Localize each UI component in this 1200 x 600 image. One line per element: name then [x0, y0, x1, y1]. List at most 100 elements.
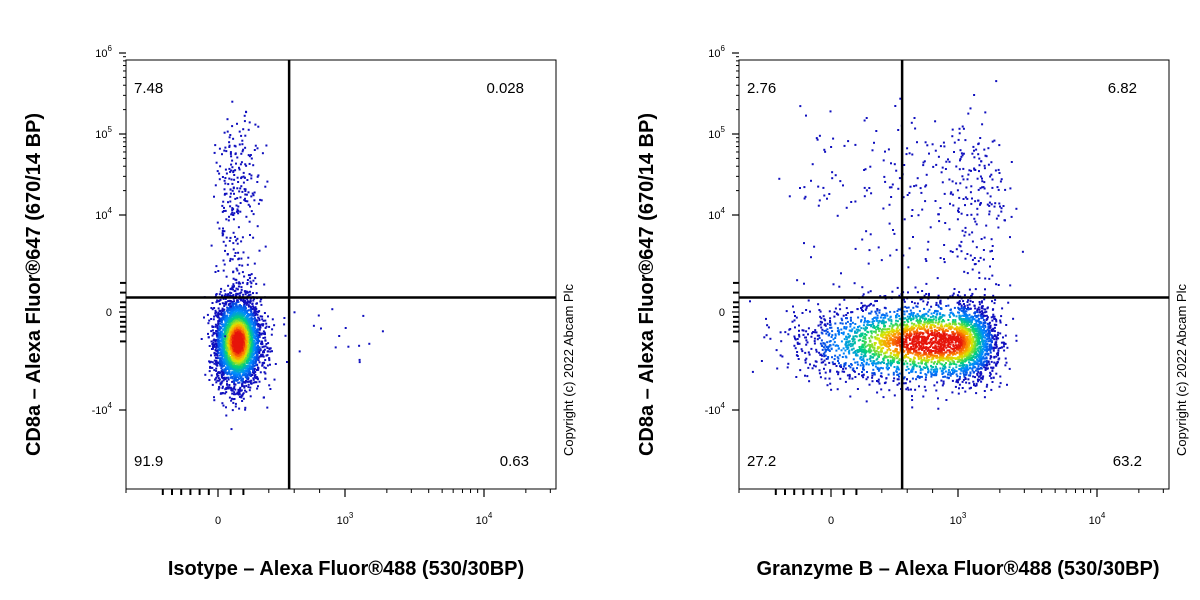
event-dot — [870, 310, 873, 313]
event-dot — [214, 312, 217, 315]
event-dot — [925, 340, 928, 343]
event-dot — [252, 356, 255, 359]
event-dot — [252, 364, 255, 367]
event-dot — [254, 324, 256, 327]
event-dot — [896, 286, 899, 289]
event-dot — [224, 355, 227, 358]
event-dot — [231, 182, 234, 185]
event-dot — [227, 331, 230, 334]
event-dot — [872, 325, 875, 327]
event-dot — [264, 372, 267, 375]
event-dot — [974, 376, 976, 379]
event-dot — [240, 333, 243, 336]
event-dot — [258, 336, 260, 338]
event-dot — [234, 308, 237, 310]
event-dot — [235, 294, 237, 297]
event-dot — [797, 358, 800, 360]
event-dot — [243, 363, 246, 366]
event-dot — [220, 320, 223, 323]
event-dot — [262, 345, 265, 348]
event-dot — [223, 351, 226, 354]
event-dot — [254, 307, 257, 310]
event-dot — [234, 315, 237, 318]
event-dot — [240, 321, 243, 324]
event-dot — [889, 361, 892, 364]
event-dot — [218, 303, 221, 306]
event-dot — [233, 376, 236, 379]
event-dot — [224, 177, 227, 179]
event-dot — [915, 305, 918, 308]
event-dot — [242, 298, 245, 301]
event-dot — [236, 237, 239, 240]
event-dot — [236, 343, 239, 346]
event-dot — [229, 314, 231, 317]
event-dot — [215, 361, 217, 364]
event-dot — [885, 366, 888, 369]
event-dot — [256, 302, 258, 305]
event-dot — [221, 365, 224, 368]
event-dot — [216, 371, 219, 374]
event-dot — [220, 373, 223, 376]
event-dot — [234, 347, 237, 350]
event-dot — [932, 370, 935, 373]
event-dot — [947, 369, 950, 371]
event-dot — [222, 353, 225, 355]
event-dot — [213, 354, 216, 357]
event-dot — [981, 305, 984, 308]
event-dots — [749, 80, 1024, 410]
event-dot — [948, 363, 951, 366]
event-dot — [251, 308, 254, 311]
event-dot — [241, 338, 244, 340]
event-dot — [236, 371, 239, 374]
event-dot — [987, 340, 990, 343]
event-dot — [891, 342, 894, 345]
event-dot — [212, 333, 215, 336]
event-dot — [239, 187, 242, 190]
event-dot — [923, 385, 926, 388]
event-dot — [218, 319, 221, 322]
event-dot — [809, 363, 811, 366]
event-dot — [875, 312, 878, 315]
event-dot — [265, 322, 268, 325]
event-dot — [238, 304, 241, 307]
event-dot — [836, 370, 838, 373]
event-dot — [248, 344, 251, 346]
event-dot — [250, 195, 253, 198]
event-dot — [231, 306, 234, 309]
event-dot — [249, 293, 252, 296]
event-dot — [233, 383, 236, 386]
event-dot — [235, 301, 238, 304]
event-dot — [228, 321, 231, 324]
event-dot — [252, 341, 255, 344]
event-dot — [231, 335, 234, 338]
event-dot — [256, 369, 258, 371]
event-dot — [888, 345, 891, 347]
y-tick-label: 0 — [106, 307, 112, 319]
event-dot — [253, 309, 256, 312]
event-dot — [235, 342, 238, 344]
event-dot — [220, 343, 223, 346]
event-dot — [225, 275, 228, 278]
event-dot — [856, 330, 859, 333]
event-dot — [242, 251, 245, 254]
event-dot — [234, 402, 237, 405]
event-dot — [231, 311, 233, 314]
event-dot — [223, 314, 226, 316]
event-dot — [222, 259, 225, 262]
event-dot — [252, 361, 255, 364]
event-dot — [228, 371, 231, 374]
event-dot — [888, 331, 891, 334]
event-dot — [242, 381, 245, 383]
event-dot — [231, 361, 233, 364]
event-dot — [215, 367, 218, 370]
event-dot — [218, 386, 221, 389]
event-dot — [237, 373, 240, 376]
event-dot — [217, 388, 220, 391]
event-dot — [237, 321, 239, 324]
event-dot — [239, 355, 242, 358]
event-dot — [227, 325, 230, 328]
event-dot — [247, 305, 250, 308]
event-dot — [869, 346, 871, 349]
event-dot — [271, 328, 274, 331]
event-dot — [253, 191, 256, 194]
